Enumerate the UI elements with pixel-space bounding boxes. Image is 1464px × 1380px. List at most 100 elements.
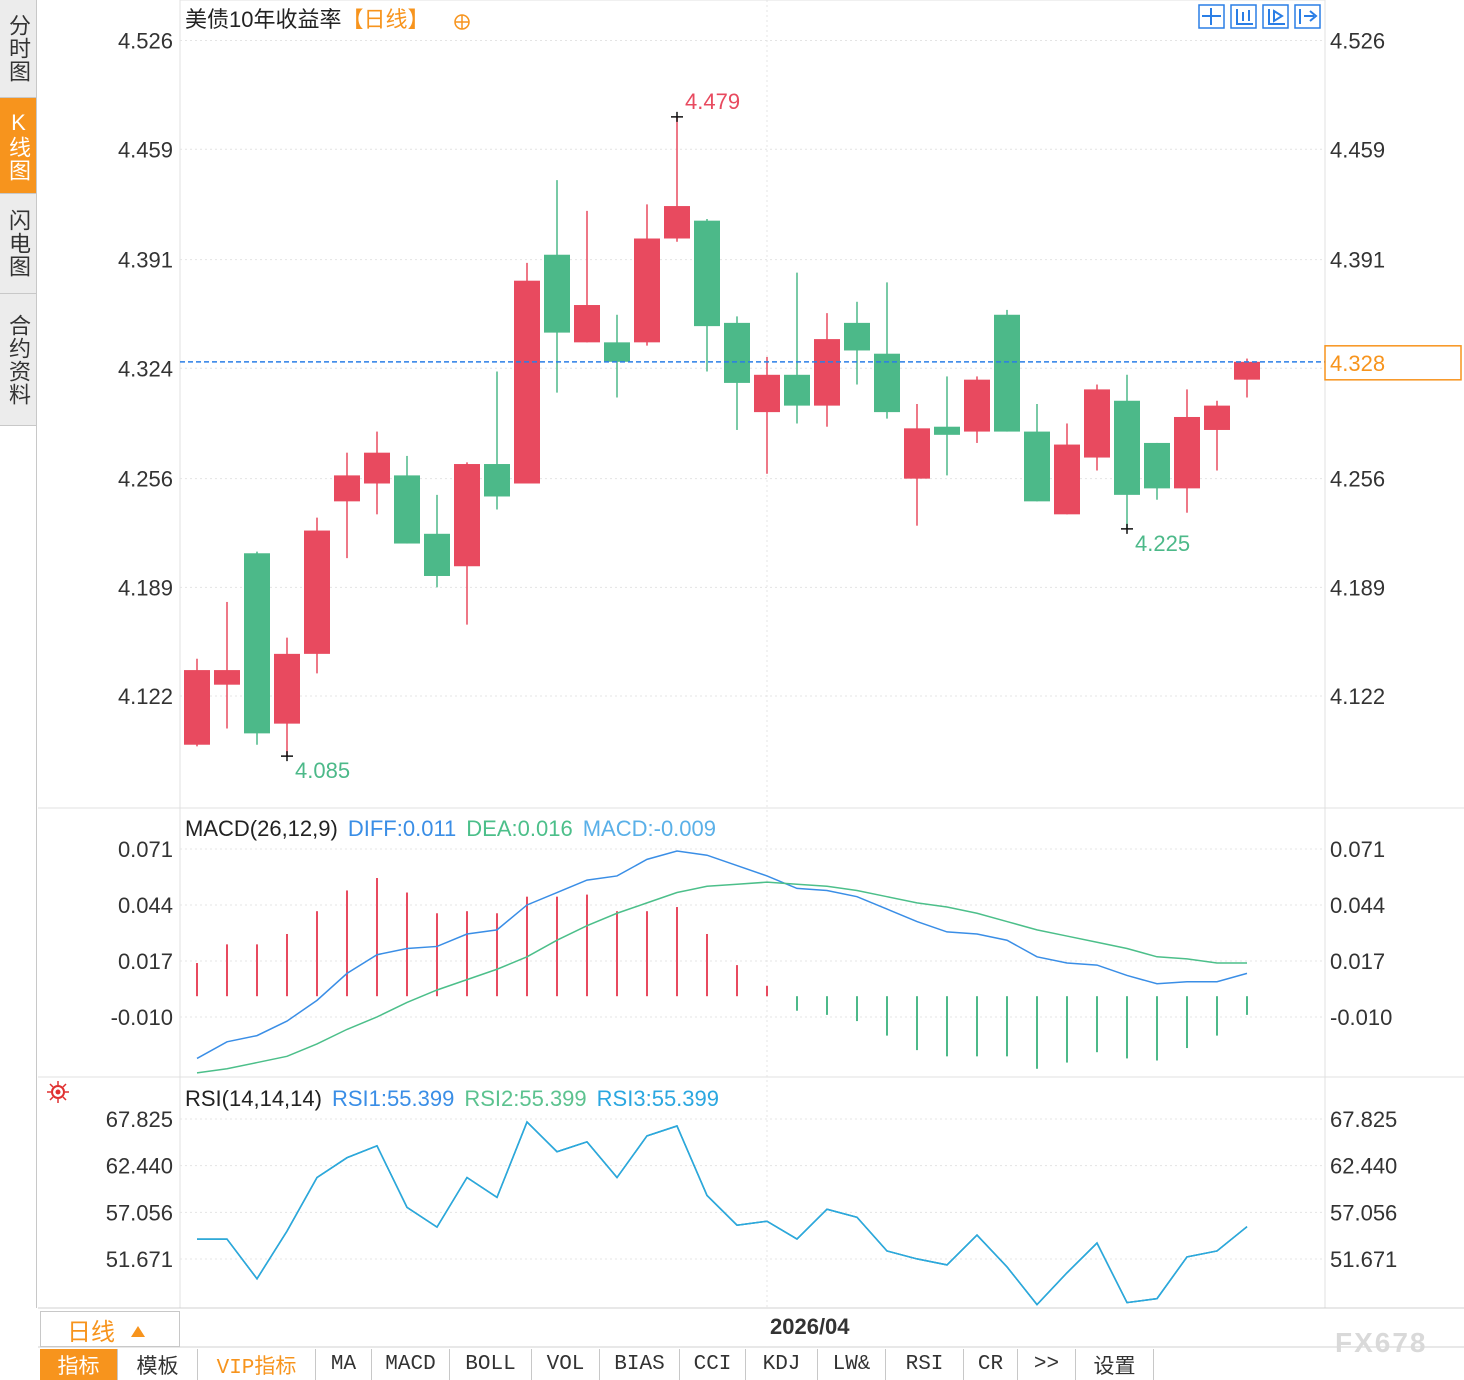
candle-body (364, 452, 390, 484)
y-tick-label: 4.459 (118, 137, 173, 162)
macd-bar (376, 878, 378, 997)
y-tick-label: 51.671 (106, 1247, 173, 1272)
macd-bar (976, 996, 978, 1057)
toolbar-tab[interactable]: 指标 (40, 1349, 118, 1380)
y-tick-label: 62.440 (106, 1154, 173, 1179)
candle-body (274, 653, 300, 724)
period-button[interactable]: 日线 (40, 1311, 180, 1347)
macd-bar (256, 944, 258, 997)
y-tick-label: 4.256 (118, 467, 173, 492)
candle-body (874, 353, 900, 413)
toolbar-tab[interactable]: MACD (372, 1349, 450, 1380)
legend-entry: RSI3:55.399 (597, 1086, 719, 1111)
macd-bar (406, 892, 408, 997)
macd-bar (1186, 996, 1188, 1049)
macd-bar (676, 907, 678, 997)
y-tick-label-right: 4.122 (1330, 684, 1385, 709)
candle-body (1234, 361, 1260, 380)
legend-entry: RSI1:55.399 (332, 1086, 454, 1111)
candle-body (484, 464, 510, 497)
sidebar-tab[interactable]: 分时图 (0, 0, 37, 98)
toolbar-tab[interactable]: VIP指标 (198, 1349, 316, 1380)
series-line (197, 1120, 1248, 1306)
extreme-label: 4.225 (1135, 531, 1190, 556)
macd-bar (946, 996, 948, 1057)
candle-body (514, 280, 540, 484)
legend-name: DEA (466, 816, 512, 841)
toolbar-tab[interactable]: MA (316, 1349, 372, 1380)
legend-separator: : (512, 816, 518, 841)
toolbar-tab[interactable]: BIAS (600, 1349, 680, 1380)
macd-bar (346, 890, 348, 997)
macd-bar (496, 913, 498, 997)
candle-body (784, 374, 810, 406)
toolbar-tab[interactable]: CCI (680, 1349, 746, 1380)
candle-body (1174, 416, 1200, 489)
macd-bar (466, 911, 468, 997)
extreme-cross (1121, 523, 1133, 534)
candle-body (604, 342, 630, 362)
macd-bar (226, 944, 228, 997)
sidebar-tab[interactable]: 闪电图 (0, 194, 37, 294)
macd-bar (1216, 996, 1218, 1036)
toolbar-tab[interactable]: LW& (818, 1349, 886, 1380)
toolbar-tab[interactable]: 设置 (1076, 1349, 1154, 1380)
panel-legend: MACD(26,12,9) DIFF:0.011 DEA:0.016 MACD:-0.… (185, 816, 716, 841)
candle-body (634, 238, 660, 343)
macd-bar (646, 911, 648, 997)
y-tick-label: 57.056 (106, 1200, 173, 1225)
candle-body (544, 254, 570, 333)
y-tick-label-right: 62.440 (1330, 1154, 1397, 1179)
icon-glyph (51, 1085, 65, 1099)
candle-body (334, 475, 360, 502)
candle-body (454, 464, 480, 567)
legend-separator: : (513, 1086, 519, 1111)
toolbar-tab[interactable]: RSI (886, 1349, 964, 1380)
legend-value: 55.399 (652, 1086, 719, 1111)
candle-body (1054, 444, 1080, 515)
candle-body (664, 206, 690, 239)
legend-name: RSI1 (332, 1086, 381, 1111)
toolbar-tab[interactable]: BOLL (450, 1349, 532, 1380)
panel-title: MACD(26,12,9) (185, 816, 338, 841)
candle-body (1144, 442, 1170, 489)
toolbar-tab[interactable]: VOL (532, 1349, 600, 1380)
macd-bar (766, 985, 768, 997)
extreme-label: 4.479 (685, 89, 740, 114)
series-line (196, 850, 1248, 1060)
y-tick-label: 0.017 (118, 949, 173, 974)
candle-body (724, 322, 750, 383)
rsi-settings-icon[interactable] (47, 1081, 69, 1103)
legend-entry: MACD:-0.009 (583, 816, 716, 841)
macd-bar (916, 996, 918, 1051)
candle-body (184, 670, 210, 745)
y-tick-label-right: 0.017 (1330, 949, 1385, 974)
candle-body (1114, 400, 1140, 495)
candle-body (1084, 389, 1110, 458)
sidebar-tab[interactable]: K线图 (0, 98, 37, 194)
toolbar-tab[interactable]: CR (964, 1349, 1018, 1380)
series-line (196, 881, 1247, 1074)
panel-legend: RSI(14,14,14) RSI1:55.399 RSI2:55.399 RSI3:… (185, 1086, 719, 1111)
y-tick-label-right: 4.526 (1330, 29, 1385, 54)
x-tick-label: 2026/04 (770, 1314, 850, 1339)
toolbar-tab[interactable]: >> (1018, 1349, 1076, 1380)
toolbar-tab[interactable]: KDJ (746, 1349, 818, 1380)
legend-value: 0.016 (518, 816, 573, 841)
y-tick-label-right: 4.189 (1330, 575, 1385, 600)
y-tick-label-right: 57.056 (1330, 1200, 1397, 1225)
sidebar-tab[interactable]: 合约资料 (0, 294, 37, 426)
macd-bar (706, 933, 708, 997)
legend-value: -0.009 (654, 816, 716, 841)
candle-body (244, 553, 270, 734)
legend-value: 0.011 (403, 816, 456, 841)
y-tick-label: 4.391 (118, 248, 173, 273)
add-icon-glyph (455, 15, 469, 29)
legend-separator: : (381, 1086, 387, 1111)
title-text: 美债10年收益率 (185, 7, 341, 32)
toolbar-tab[interactable]: 模板 (118, 1349, 198, 1380)
icon-glyph (1202, 8, 1221, 25)
y-tick-label: 0.044 (118, 893, 173, 918)
series-line (197, 1120, 1248, 1306)
